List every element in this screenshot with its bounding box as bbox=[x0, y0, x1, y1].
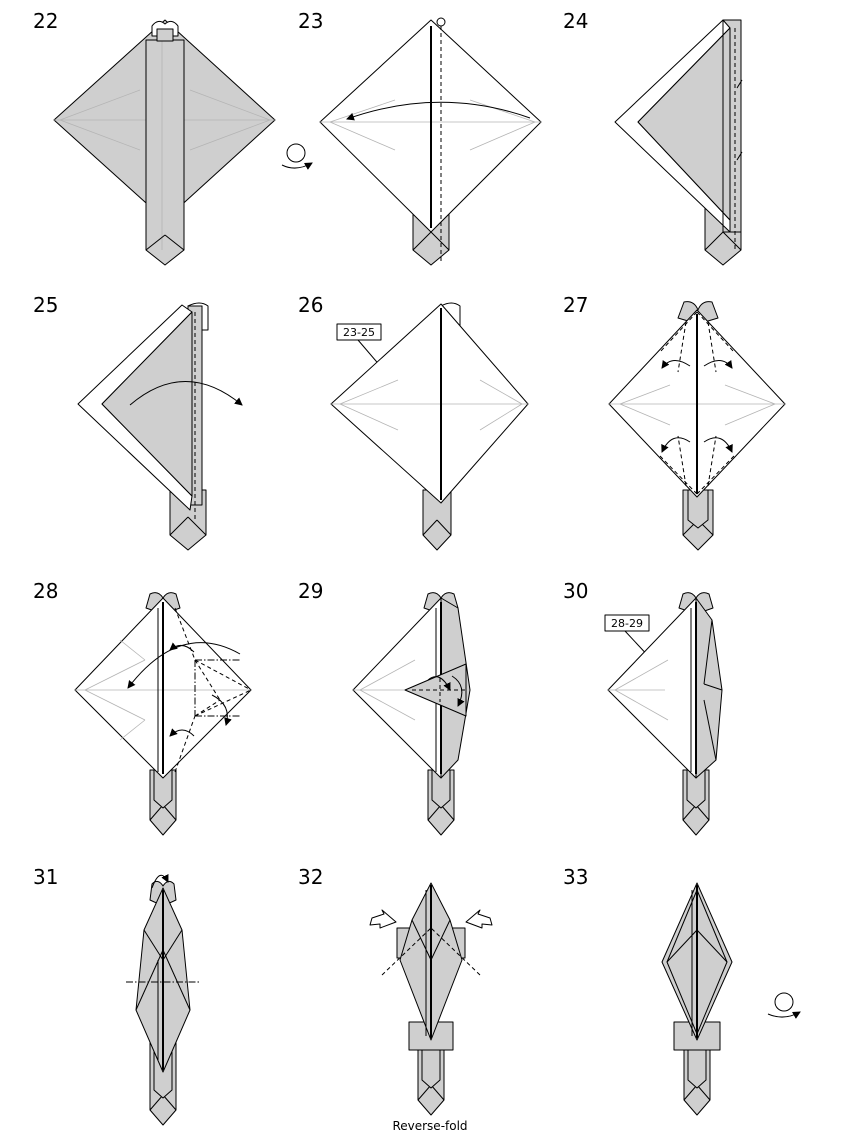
reference-tag: 23-25 bbox=[336, 323, 383, 369]
step-number: 33 bbox=[563, 865, 588, 889]
step-number: 29 bbox=[298, 579, 323, 603]
step-31: 31 bbox=[33, 865, 200, 1126]
step-29: 29 bbox=[298, 579, 471, 836]
turn-over-icon bbox=[767, 992, 801, 1019]
model-drawing bbox=[614, 19, 743, 266]
model-drawing bbox=[53, 19, 276, 266]
step-number: 28 bbox=[33, 579, 58, 603]
reference-label: 23-25 bbox=[343, 326, 375, 339]
model-drawing bbox=[319, 17, 542, 266]
step-28: 28 bbox=[33, 579, 252, 836]
step-30: 30 28-29 bbox=[563, 579, 723, 836]
turn-over-icon bbox=[281, 143, 313, 170]
step-23: 23 bbox=[298, 9, 542, 266]
step-number: 26 bbox=[298, 293, 323, 317]
step-32: 32 Reverse-fold bbox=[298, 865, 493, 1133]
step-22: 22 bbox=[33, 9, 313, 266]
step-number: 23 bbox=[298, 9, 323, 33]
step-24: 24 bbox=[563, 9, 743, 266]
reverse-fold-caption: Reverse-fold bbox=[392, 1119, 467, 1133]
step-number: 27 bbox=[563, 293, 588, 317]
model-drawing bbox=[607, 592, 723, 836]
reference-label: 28-29 bbox=[611, 617, 643, 630]
model-drawing bbox=[661, 882, 733, 1116]
step-number: 31 bbox=[33, 865, 58, 889]
model-drawing bbox=[126, 873, 200, 1126]
step-27: 27 bbox=[563, 293, 786, 551]
model-drawing bbox=[330, 302, 529, 551]
step-number: 24 bbox=[563, 9, 588, 33]
step-33: 33 bbox=[563, 865, 801, 1116]
step-25: 25 bbox=[33, 293, 243, 551]
model-drawing bbox=[352, 592, 471, 836]
model-drawing bbox=[608, 301, 786, 551]
model-drawing bbox=[369, 882, 493, 1116]
step-number: 32 bbox=[298, 865, 323, 889]
step-number: 22 bbox=[33, 9, 58, 33]
step-number: 30 bbox=[563, 579, 588, 603]
step-26: 26 23-25 bbox=[298, 293, 529, 551]
model-drawing bbox=[77, 302, 243, 551]
reference-tag: 28-29 bbox=[604, 614, 653, 661]
model-drawing bbox=[74, 592, 252, 836]
step-number: 25 bbox=[33, 293, 58, 317]
